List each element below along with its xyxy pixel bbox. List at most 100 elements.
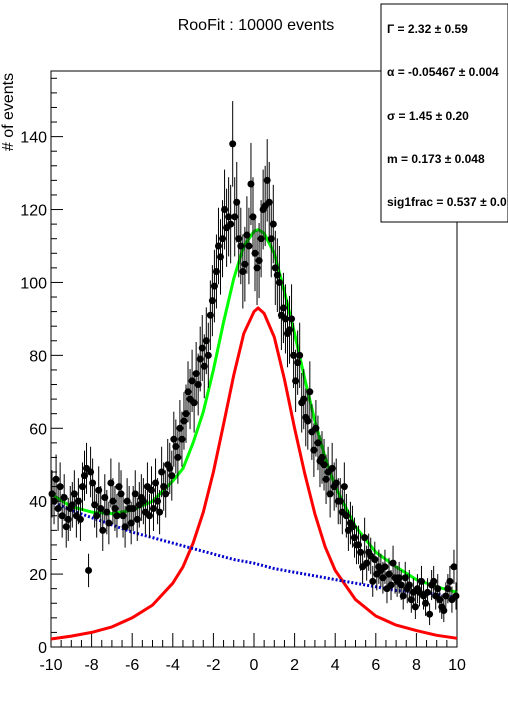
data-point xyxy=(387,569,395,601)
x-tick-label: -6 xyxy=(125,657,139,674)
x-tick-label: 6 xyxy=(371,657,380,674)
data-point xyxy=(446,565,454,597)
x-tick-label: -10 xyxy=(39,657,62,674)
x-axis: -10 -8 -6 -4 -2 0 2 4 6 8 10 xyxy=(39,633,466,674)
data-marker xyxy=(60,494,68,502)
data-marker xyxy=(361,534,369,542)
data-marker xyxy=(76,515,84,523)
data-marker xyxy=(131,490,139,498)
data-marker xyxy=(121,523,129,531)
background-curve xyxy=(50,499,458,600)
param-m: m = 0.173 ± 0.048 xyxy=(387,152,485,166)
param-gamma: Γ = 2.32 ± 0.59 xyxy=(387,22,468,36)
y-tick-label: 140 xyxy=(20,130,47,147)
data-point xyxy=(245,207,253,285)
data-point xyxy=(52,454,60,505)
data-point xyxy=(156,489,164,535)
data-marker xyxy=(156,508,164,516)
y-tick-label: 40 xyxy=(29,494,47,511)
x-tick-label: 8 xyxy=(412,657,421,674)
data-marker xyxy=(52,475,60,483)
x-tick-label: -4 xyxy=(166,657,180,674)
data-point xyxy=(450,549,458,584)
data-marker xyxy=(204,351,212,359)
data-point xyxy=(411,594,419,619)
data-point xyxy=(76,497,84,541)
data-marker xyxy=(105,519,113,527)
x-tick-label: -2 xyxy=(206,657,220,674)
param-sig1frac: sig1frac = 0.537 ± 0.0 xyxy=(387,195,507,209)
data-point xyxy=(452,582,460,610)
data-marker xyxy=(56,483,64,491)
param-alpha: α = -0.05467 ± 0.004 xyxy=(387,65,499,79)
data-point xyxy=(340,462,348,511)
data-marker xyxy=(269,220,277,228)
y-tick-label: 80 xyxy=(29,348,47,365)
data-point xyxy=(424,578,432,607)
data-point xyxy=(399,582,407,610)
y-tick-label: 60 xyxy=(29,421,47,438)
data-point xyxy=(131,470,139,518)
x-tick-label: 10 xyxy=(448,657,466,674)
data-marker xyxy=(99,526,107,534)
x-tick-label: 2 xyxy=(290,657,299,674)
data-marker xyxy=(446,577,454,585)
data-marker xyxy=(288,315,296,323)
y-tick-label: 100 xyxy=(20,275,47,292)
data-marker xyxy=(399,592,407,600)
data-point xyxy=(99,509,107,551)
stats-box-frame xyxy=(380,3,508,223)
data-point xyxy=(369,565,377,597)
data-point xyxy=(306,361,314,423)
data-marker xyxy=(381,563,389,571)
data-point xyxy=(60,474,68,521)
data-point xyxy=(105,501,113,545)
stats-box: Γ = 2.32 ± 0.59 α = -0.05467 ± 0.004 σ =… xyxy=(380,3,508,223)
x-tick-label: 4 xyxy=(331,657,340,674)
data-point xyxy=(121,505,129,548)
data-point xyxy=(85,553,93,588)
x-tick-label: 0 xyxy=(250,657,259,674)
total-fit-curve xyxy=(50,228,458,594)
data-point xyxy=(168,450,176,501)
data-marker xyxy=(245,242,253,250)
data-point xyxy=(113,493,121,538)
data-point xyxy=(288,284,296,354)
x-tick-label: -8 xyxy=(84,657,98,674)
data-marker xyxy=(168,472,176,480)
y-axis: 0 20 40 60 80 100 120 140 xyxy=(20,77,63,657)
y-tick-label: 20 xyxy=(29,567,47,584)
data-marker xyxy=(411,603,419,611)
data-point xyxy=(204,322,212,388)
data-marker xyxy=(426,610,434,618)
data-marker xyxy=(85,566,93,574)
data-marker xyxy=(340,483,348,491)
data-point xyxy=(56,462,64,511)
data-point xyxy=(227,184,235,264)
data-point xyxy=(361,517,369,558)
data-marker xyxy=(296,351,304,359)
data-point xyxy=(229,101,237,187)
data-points xyxy=(48,101,460,626)
data-point xyxy=(269,184,277,264)
data-marker xyxy=(452,592,460,600)
chart-title: RooFit : 10000 events xyxy=(178,17,335,34)
data-point xyxy=(381,549,389,584)
param-sigma: σ = 1.45 ± 0.20 xyxy=(387,109,469,123)
data-point xyxy=(162,470,170,518)
data-marker xyxy=(450,563,458,571)
data-point xyxy=(426,603,434,626)
data-marker xyxy=(227,220,235,228)
data-marker xyxy=(229,140,237,148)
data-marker xyxy=(369,577,377,585)
y-tick-label: 0 xyxy=(38,640,47,657)
y-axis-label: # of events xyxy=(0,73,17,151)
data-marker xyxy=(113,512,121,520)
data-marker xyxy=(424,588,432,596)
data-marker xyxy=(162,490,170,498)
data-point xyxy=(296,322,304,388)
signal-curve xyxy=(50,306,458,641)
y-tick-label: 120 xyxy=(20,203,47,220)
data-marker xyxy=(306,388,314,396)
